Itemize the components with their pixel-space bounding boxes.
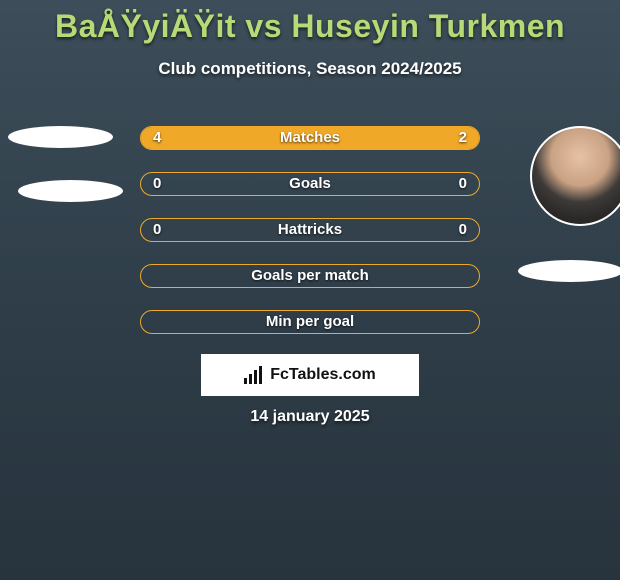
player-right-avatar <box>530 126 620 226</box>
stat-row-label: Hattricks <box>141 219 479 241</box>
stat-row-label: Matches <box>141 127 479 149</box>
stat-row-value-right: 2 <box>459 127 467 149</box>
stat-row: 0Goals0 <box>140 172 480 196</box>
player-left-avatar-oval-2 <box>18 180 123 202</box>
stat-row-label: Goals <box>141 173 479 195</box>
stat-row: 0Hattricks0 <box>140 218 480 242</box>
stat-row: Min per goal <box>140 310 480 334</box>
stat-rows: 4Matches20Goals00Hattricks0Goals per mat… <box>140 126 480 356</box>
page-subtitle: Club competitions, Season 2024/2025 <box>0 59 620 79</box>
stat-row-label: Goals per match <box>141 265 479 287</box>
brand-text: FcTables.com <box>270 366 376 384</box>
player-left-avatar-oval-1 <box>8 126 113 148</box>
stat-row-value-right: 0 <box>459 173 467 195</box>
comparison-card: BaÅŸyiÄŸit vs Huseyin Turkmen Club compe… <box>0 0 620 580</box>
stat-row-value-right: 0 <box>459 219 467 241</box>
stat-row: 4Matches2 <box>140 126 480 150</box>
page-title: BaÅŸyiÄŸit vs Huseyin Turkmen <box>0 0 620 45</box>
date-line: 14 january 2025 <box>0 408 620 426</box>
bars-icon <box>244 366 266 384</box>
stat-row-label: Min per goal <box>141 311 479 333</box>
stat-row: Goals per match <box>140 264 480 288</box>
player-right-avatar-oval <box>518 260 620 282</box>
brand-box: FcTables.com <box>201 354 419 396</box>
